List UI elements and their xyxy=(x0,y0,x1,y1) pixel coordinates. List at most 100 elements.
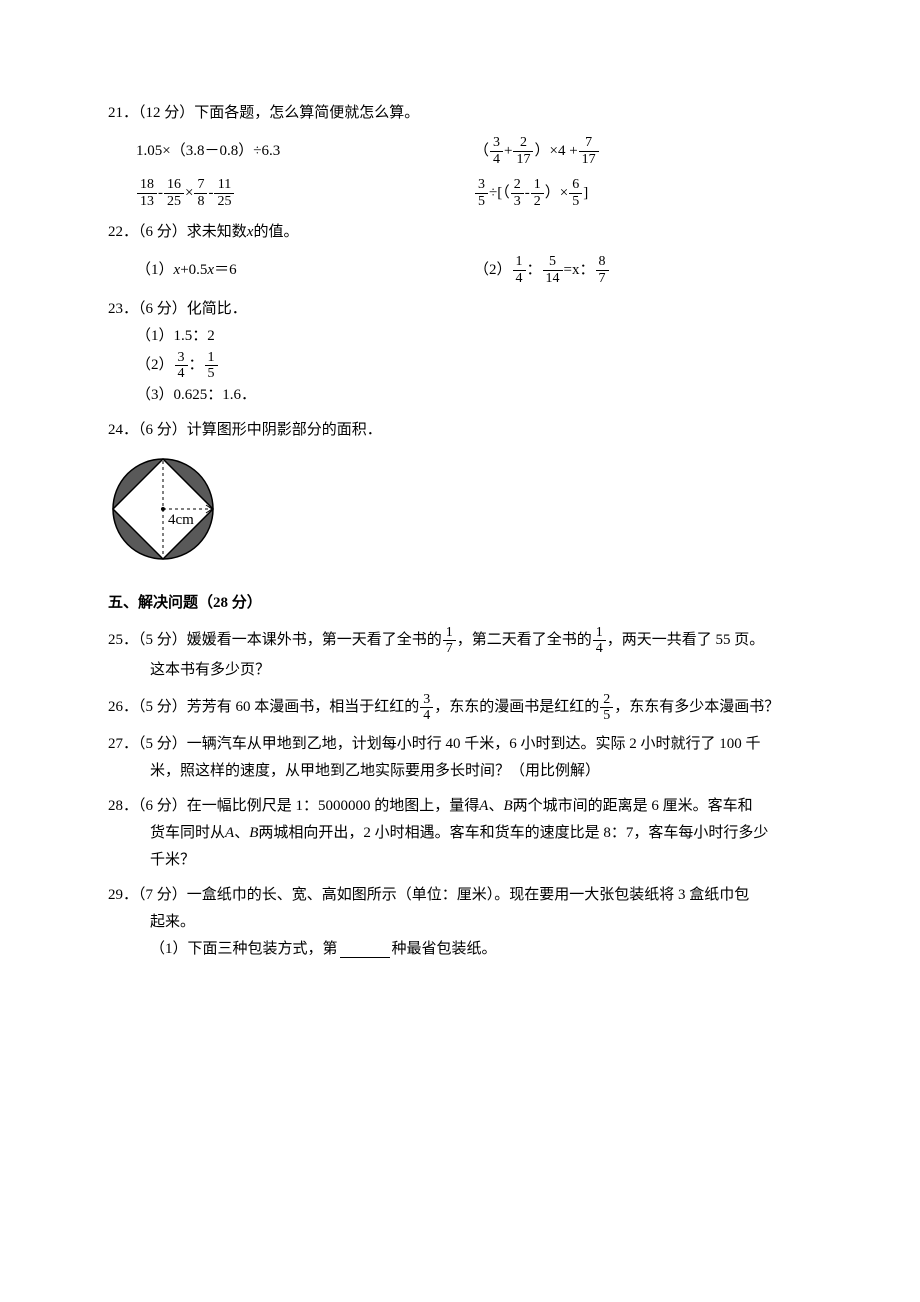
numerator: 1 xyxy=(443,625,456,640)
q21-row2-right: 35 ÷[（ 23 - 12 ）× 65 ] xyxy=(474,175,812,211)
question-28: 28．（6 分）在一幅比例尺是 1：5000000 的地图上，量得 A、B 两个… xyxy=(108,793,812,874)
denominator: 4 xyxy=(175,365,188,381)
txt: 货车同时从 xyxy=(150,820,225,847)
q23-label: 23．（6 分）化简比． xyxy=(108,296,812,323)
variable-b: B xyxy=(503,793,512,820)
variable-x: x xyxy=(207,257,214,284)
numerator: 11 xyxy=(215,177,234,192)
fraction: 717 xyxy=(579,135,599,167)
q29-line2: 起来。 xyxy=(108,909,812,936)
q27-line2: 米，照这样的速度，从甲地到乙地实际要用多长时间？（用比例解） xyxy=(108,758,812,785)
denominator: 8 xyxy=(194,193,207,209)
txt: ，东东有多少本漫画书？ xyxy=(614,694,779,721)
denominator: 13 xyxy=(137,193,157,209)
numerator: 1 xyxy=(205,350,218,365)
fraction: 78 xyxy=(194,177,207,209)
q28-line2: 货车同时从 A、B 两城相向开出，2 小时相遇。客车和货车的速度比是 8：7，客… xyxy=(108,820,812,847)
denominator: 5 xyxy=(205,365,218,381)
denominator: 17 xyxy=(579,151,599,167)
q24-diagram: 4cm xyxy=(108,454,812,576)
denominator: 4 xyxy=(490,151,503,167)
denominator: 7 xyxy=(443,640,456,656)
q25-line1: 25．（5 分）媛媛看一本课外书，第一天看了全书的 17 ，第二天看了全书的 1… xyxy=(108,625,812,657)
q28-line3: 千米？ xyxy=(108,847,812,874)
variable-a: A xyxy=(479,793,488,820)
txt: - xyxy=(525,180,530,207)
txt: 两城相向开出，2 小时相遇。客车和货车的速度比是 8：7，客车每小时行多少 xyxy=(258,820,768,847)
numerator: 16 xyxy=(164,177,184,192)
q21-row1-right: （ 34 + 217 ）×4 + 717 xyxy=(474,133,812,169)
numerator: 3 xyxy=(175,350,188,365)
q21-row2-left: 1813 - 1625 × 78 - 1125 xyxy=(136,175,460,211)
q22-sub2: （2） 14 ： 514 =x： 87 xyxy=(474,252,812,288)
fraction: 1813 xyxy=(137,177,157,209)
denominator: 5 xyxy=(569,193,582,209)
txt: ： xyxy=(189,352,204,379)
txt: 的值。 xyxy=(253,219,298,246)
fraction: 23 xyxy=(511,177,524,209)
q22-label: 22．（6 分）求未知数 x 的值。 xyxy=(108,219,812,246)
q27-line1: 27．（5 分）一辆汽车从甲地到乙地，计划每小时行 40 千米，6 小时到达。实… xyxy=(108,731,812,758)
fraction: 65 xyxy=(569,177,582,209)
fraction: 25 xyxy=(600,692,613,724)
txt: 26．（5 分）芳芳有 60 本漫画书，相当于红红的 xyxy=(108,694,419,721)
txt: ，两天一共看了 55 页。 xyxy=(607,627,765,654)
txt: ] xyxy=(583,180,588,207)
txt: （1）下面三种包装方式，第 xyxy=(150,936,338,963)
txt: ÷[（ xyxy=(489,180,510,207)
denominator: 2 xyxy=(531,193,544,209)
denominator: 5 xyxy=(475,193,488,209)
txt: 28．（6 分）在一幅比例尺是 1：5000000 的地图上，量得 xyxy=(108,793,479,820)
fraction: 15 xyxy=(205,350,218,382)
numerator: 5 xyxy=(546,254,559,269)
q28-line1: 28．（6 分）在一幅比例尺是 1：5000000 的地图上，量得 A、B 两个… xyxy=(108,793,812,820)
numerator: 2 xyxy=(517,135,530,150)
question-23: 23．（6 分）化简比． （1）1.5：2 （2） 34 ： 15 （3）0.6… xyxy=(108,296,812,409)
txt: ： xyxy=(527,257,542,284)
fraction: 35 xyxy=(475,177,488,209)
fraction: 1125 xyxy=(214,177,234,209)
denominator: 17 xyxy=(513,151,533,167)
fraction: 34 xyxy=(175,350,188,382)
fraction: 17 xyxy=(443,625,456,657)
denominator: 4 xyxy=(513,270,526,286)
fraction: 14 xyxy=(593,625,606,657)
numerator: 2 xyxy=(511,177,524,192)
numerator: 3 xyxy=(420,692,433,707)
txt: ，第二天看了全书的 xyxy=(457,627,592,654)
q22-sub1: （1）x+0.5x＝6 xyxy=(136,252,460,288)
txt: ，东东的漫画书是红红的 xyxy=(434,694,599,721)
txt: =x： xyxy=(564,257,595,284)
denominator: 25 xyxy=(214,193,234,209)
blank-fill[interactable] xyxy=(340,942,390,958)
txt: （2） xyxy=(136,352,174,379)
q21-row2: 1813 - 1625 × 78 - 1125 35 ÷[（ 23 - 12 ）… xyxy=(108,175,812,211)
q26-line: 26．（5 分）芳芳有 60 本漫画书，相当于红红的 34 ，东东的漫画书是红红… xyxy=(108,692,812,724)
fraction: 514 xyxy=(543,254,563,286)
q29-line3: （1）下面三种包装方式，第 种最省包装纸。 xyxy=(108,936,812,963)
variable-b: B xyxy=(249,820,258,847)
fraction: 34 xyxy=(490,135,503,167)
numerator: 7 xyxy=(194,177,207,192)
q21-row1-left: 1.05×（3.8－0.8）÷6.3 xyxy=(136,133,460,169)
txt: 22．（6 分）求未知数 xyxy=(108,219,247,246)
numerator: 8 xyxy=(596,254,609,269)
denominator: 25 xyxy=(164,193,184,209)
txt: 、 xyxy=(234,820,249,847)
txt: （1） xyxy=(136,257,174,284)
question-25: 25．（5 分）媛媛看一本课外书，第一天看了全书的 17 ，第二天看了全书的 1… xyxy=(108,625,812,684)
txt: - xyxy=(208,180,213,207)
question-29: 29．（7 分）一盒纸巾的长、宽、高如图所示（单位：厘米）。现在要用一大张包装纸… xyxy=(108,882,812,963)
q22-row: （1）x+0.5x＝6 （2） 14 ： 514 =x： 87 xyxy=(108,252,812,288)
denominator: 5 xyxy=(600,707,613,723)
txt: × xyxy=(185,180,193,207)
radius-label: 4cm xyxy=(168,512,194,528)
txt: + xyxy=(504,138,512,165)
question-24: 24．（6 分）计算图形中阴影部分的面积． 4cm xyxy=(108,417,812,576)
txt: +0.5 xyxy=(180,257,207,284)
question-21: 21．（12 分）下面各题，怎么算简便就怎么算。 1.05×（3.8－0.8）÷… xyxy=(108,100,812,211)
section-5-title: 五、解决问题（28 分） xyxy=(108,590,812,617)
txt: 两个城市间的距离是 6 厘米。客车和 xyxy=(513,793,753,820)
q24-label: 24．（6 分）计算图形中阴影部分的面积． xyxy=(108,417,812,444)
numerator: 18 xyxy=(137,177,157,192)
